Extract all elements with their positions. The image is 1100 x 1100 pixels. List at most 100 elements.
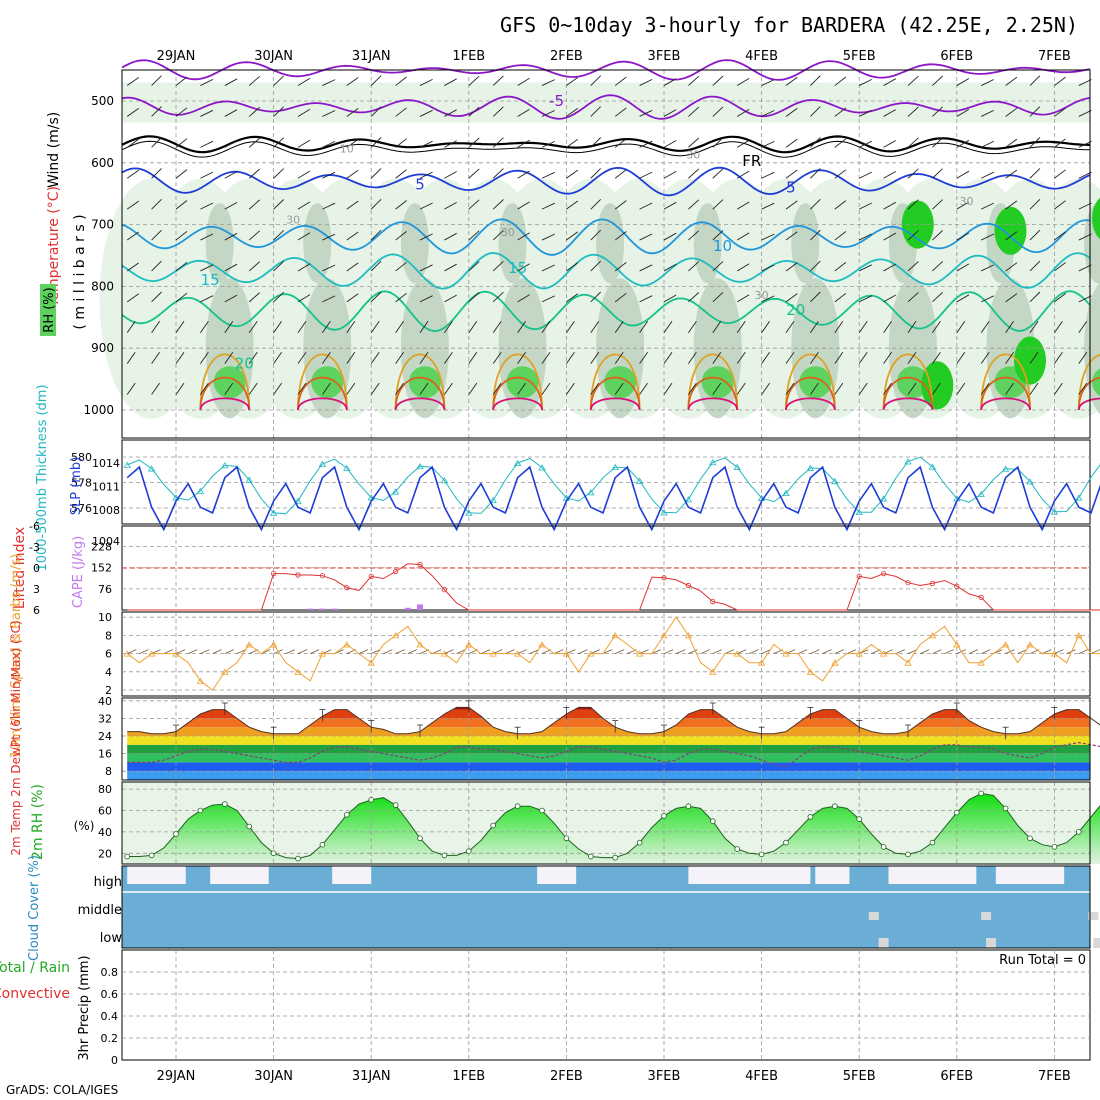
wind-barb	[151, 229, 162, 241]
wind-speed-marker	[538, 641, 546, 648]
wind-barb	[859, 233, 872, 241]
wind-barb	[1078, 202, 1092, 210]
wind-barb	[688, 106, 700, 117]
wind-barb	[932, 106, 943, 117]
wind-barb	[712, 199, 724, 210]
boundary-isotherm	[1077, 377, 1100, 411]
wind-barb	[224, 109, 238, 117]
rh2m-marker	[368, 796, 375, 803]
wind-barb	[956, 321, 966, 334]
run-total-label: Run Total = 0	[999, 953, 1086, 968]
wind-barb	[736, 263, 750, 272]
wind-barb	[1029, 291, 1041, 303]
wind-barb	[614, 231, 627, 241]
cape-axis-label: CAPE (J/kg)	[71, 536, 86, 608]
date-label: 6FEB	[940, 49, 973, 64]
wind-barb	[419, 295, 433, 303]
wind-barb	[883, 351, 892, 364]
wind-barb	[834, 107, 847, 117]
wind-barb	[419, 351, 429, 364]
wind-barb	[956, 201, 970, 210]
wind-barb	[981, 202, 994, 210]
wind-barb	[492, 260, 504, 272]
wind-barb	[126, 262, 139, 272]
cape-bar	[319, 608, 326, 610]
freezing-level-line	[121, 135, 1091, 154]
wind-barb	[1054, 321, 1063, 334]
wind-barb	[1005, 382, 1014, 395]
boundary-isotherm	[297, 353, 348, 411]
rh2m-marker	[758, 851, 765, 858]
boundary-isotherm	[980, 397, 1031, 411]
wind-barb	[932, 261, 943, 272]
precip-axis-label: 3hr Precip (mm)	[77, 955, 92, 1060]
wind-barb	[712, 382, 722, 395]
wind-barb	[151, 168, 162, 179]
wind-barb	[322, 79, 336, 86]
wind-barb	[322, 140, 336, 148]
wind-barb	[834, 649, 844, 654]
temp2m-tick-label: 40	[98, 695, 112, 708]
chart-title: GFS 0~10day 3-hourly for BARDERA (42.25E…	[500, 13, 1078, 37]
wind-barb	[688, 230, 700, 241]
wind-barb	[358, 649, 369, 654]
wind-barb	[1054, 169, 1066, 179]
wind-speed-marker	[465, 641, 473, 648]
wind-barb	[468, 199, 480, 210]
wind-barb	[566, 293, 579, 303]
wind-barb	[761, 202, 775, 210]
rh2m-marker	[343, 811, 350, 818]
wind-barb	[346, 138, 359, 148]
wind-speed-marker	[343, 641, 351, 648]
wind-barb	[126, 200, 139, 210]
wind-barb	[578, 649, 588, 654]
wind-barb	[761, 351, 770, 364]
wind-barb	[883, 109, 897, 117]
thickness-marker	[123, 461, 131, 468]
wind-barb	[566, 138, 579, 148]
wind-speed-line	[126, 616, 1100, 691]
wind-barb	[639, 382, 648, 395]
wind-barb	[688, 199, 700, 210]
wind-barb	[785, 351, 795, 364]
rh2m-marker	[612, 854, 618, 861]
wind-speed-marker	[831, 659, 839, 666]
rh-shade	[1092, 368, 1100, 396]
rh-area	[127, 793, 1100, 864]
wind-barb	[761, 171, 775, 179]
contour-label: -5	[549, 92, 564, 110]
wind-barb	[322, 110, 336, 117]
wind-barb	[932, 199, 943, 210]
wind-barb	[541, 264, 555, 272]
wind-barb	[785, 382, 795, 395]
wind-barb	[858, 382, 868, 395]
rh2m-marker	[709, 818, 716, 824]
wind-barb	[724, 649, 735, 654]
wind-barb	[614, 200, 627, 210]
contour-label: FR	[742, 152, 761, 170]
wind-barb	[200, 109, 214, 117]
boundary-isotherm	[785, 353, 836, 411]
wind-barb	[505, 649, 515, 654]
wind-barb	[541, 110, 555, 117]
wind-barb	[541, 79, 555, 86]
rh2m-marker	[953, 809, 960, 816]
wind-barb	[1029, 106, 1041, 117]
wind-barb	[932, 168, 943, 179]
rh2m-marker	[539, 807, 545, 814]
wind-barb	[517, 170, 530, 179]
date-label: 3FEB	[648, 1069, 681, 1084]
wind-barb	[944, 649, 954, 654]
convective-axis-label: Convective	[0, 986, 70, 1002]
boundary-isotherm	[882, 397, 934, 411]
wind-barb	[200, 264, 214, 272]
wind-barb	[1029, 321, 1039, 334]
wind-barb	[200, 351, 209, 364]
wind-barb	[614, 382, 624, 395]
temp-2m-panel: 8 16 24 32 40	[98, 695, 1100, 781]
thickness-marker	[782, 489, 790, 497]
wind-barb	[395, 107, 407, 117]
wind-barb	[566, 169, 579, 179]
wind-barb	[614, 76, 627, 86]
rh2m-marker	[148, 852, 155, 859]
